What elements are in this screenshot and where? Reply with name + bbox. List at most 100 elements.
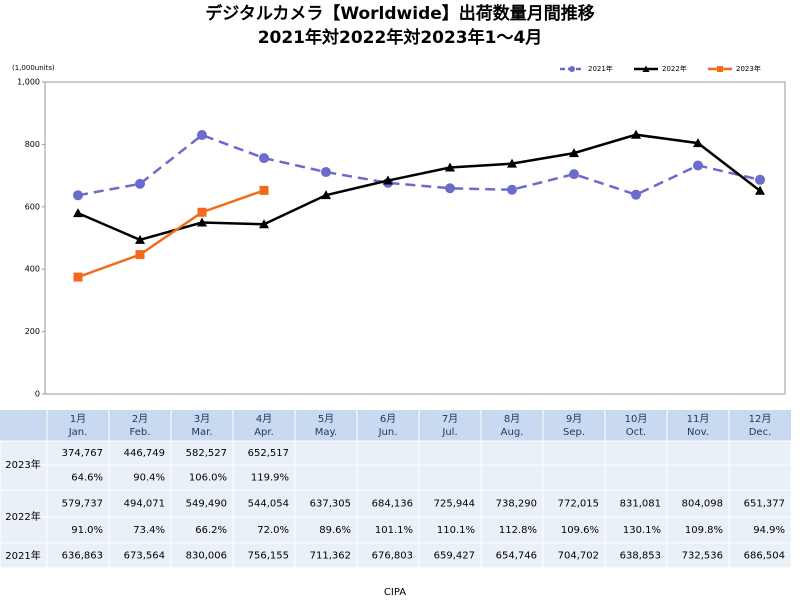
row-label: 2021年	[5, 549, 40, 562]
table-cell: 91.0%	[71, 525, 103, 536]
marker	[693, 160, 703, 171]
header-month-en: Sep.	[563, 427, 585, 438]
table-cell: 738,290	[496, 499, 537, 510]
marker	[445, 162, 455, 172]
marker	[569, 148, 579, 158]
table-cell: 582,527	[186, 448, 227, 459]
marker	[755, 185, 765, 195]
table-cell: 119.9%	[251, 473, 289, 484]
table-cell: 830,006	[186, 551, 227, 562]
table-cell: 725,944	[434, 499, 475, 510]
header-month: 10月	[625, 413, 648, 425]
series-line	[77, 133, 761, 242]
chart-subtitle: 2021年対2022年対2023年1～4月	[258, 27, 543, 48]
unit-label: (1,000units)	[12, 64, 55, 72]
row-label: 2023年	[5, 458, 40, 471]
header-month-en: Jul.	[441, 427, 457, 438]
y-tick-label: 400	[25, 265, 40, 274]
table-cell: 638,853	[620, 551, 661, 562]
marker	[321, 167, 331, 178]
table-cell: 494,071	[124, 499, 165, 510]
header-month: 9月	[566, 413, 582, 425]
table-cell: 72.0%	[257, 525, 289, 536]
marker	[135, 178, 145, 189]
table-cell: 89.6%	[319, 525, 351, 536]
header-month-en: Mar.	[191, 427, 212, 438]
table-cell: 637,305	[310, 499, 351, 510]
marker	[73, 272, 83, 282]
table-cell: 109.6%	[561, 525, 599, 536]
marker	[755, 174, 765, 185]
marker	[197, 207, 207, 217]
header-month: 5月	[318, 413, 334, 425]
header-month-en: Oct.	[626, 427, 646, 438]
marker	[135, 234, 145, 244]
table-cell: 756,155	[248, 551, 289, 562]
table-cell: 673,564	[124, 551, 165, 562]
marker	[507, 184, 517, 195]
table-row	[0, 516, 792, 544]
table-cell: 544,054	[248, 499, 289, 510]
table-cell: 579,737	[62, 499, 103, 510]
table-cell: 652,517	[248, 448, 289, 459]
header-month: 2月	[132, 413, 148, 425]
series-line	[77, 189, 265, 279]
header-month: 6月	[380, 413, 396, 425]
table-cell: 94.9%	[753, 525, 785, 536]
table-cell: 732,536	[682, 551, 723, 562]
header-month-en: Jan.	[68, 427, 88, 438]
table-cell: 66.2%	[195, 525, 227, 536]
header-month: 4月	[256, 413, 272, 425]
marker	[445, 183, 455, 194]
legend-label: 2021年	[588, 64, 613, 73]
header-month-en: Feb.	[130, 427, 151, 438]
legend-label: 2023年	[736, 64, 761, 73]
chart-title: デジタルカメラ【Worldwide】出荷数量月間推移	[205, 3, 595, 24]
table-cell: 374,767	[62, 448, 103, 459]
table-cell: 676,803	[372, 551, 413, 562]
table-cell: 636,863	[62, 551, 103, 562]
y-tick-label: 200	[25, 327, 40, 336]
header-month: 12月	[749, 413, 772, 425]
table-cell: 804,098	[682, 499, 723, 510]
table-cell: 654,746	[496, 551, 537, 562]
marker	[631, 129, 641, 139]
table-cell: 684,136	[372, 499, 413, 510]
marker	[383, 175, 393, 185]
table-cell: 130.1%	[623, 525, 661, 536]
marker	[507, 158, 517, 168]
header-month-en: May.	[315, 427, 337, 438]
table-cell: 73.4%	[133, 525, 165, 536]
plot-area	[44, 81, 786, 395]
legend-marker	[642, 65, 650, 72]
y-tick-label: 600	[25, 202, 40, 211]
marker	[73, 208, 83, 218]
table-cell: 109.8%	[685, 525, 723, 536]
y-tick-label: 0	[35, 390, 40, 399]
table-row	[0, 464, 792, 491]
marker	[569, 169, 579, 180]
header-month-en: Jun.	[378, 427, 398, 438]
marker	[197, 130, 207, 141]
table-cell: 446,749	[124, 448, 165, 459]
table-cell: 106.0%	[189, 473, 227, 484]
header-month: 1月	[70, 413, 86, 425]
legend-marker	[569, 66, 575, 72]
table-cell: 549,490	[186, 499, 227, 510]
header-month-en: Apr.	[254, 427, 274, 438]
marker	[135, 250, 145, 260]
source: CIPA	[384, 587, 406, 598]
marker	[197, 217, 207, 227]
table-cell: 64.6%	[71, 473, 103, 484]
header-month-en: Aug.	[501, 427, 524, 438]
series-line	[77, 133, 761, 197]
marker	[631, 189, 641, 200]
marker	[321, 190, 331, 200]
table-cell: 711,362	[310, 551, 351, 562]
marker	[73, 190, 83, 201]
table-row	[0, 440, 792, 466]
table-cell: 659,427	[434, 551, 475, 562]
table-cell: 90.4%	[133, 473, 165, 484]
marker	[259, 219, 269, 229]
